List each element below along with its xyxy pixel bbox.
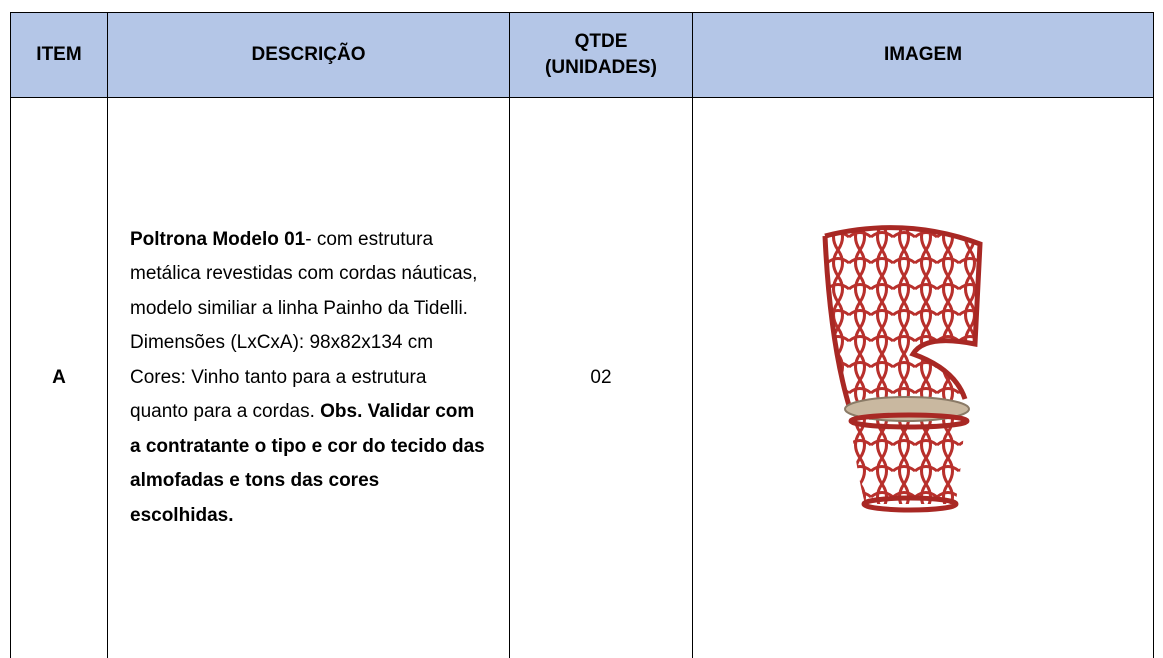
header-cell: DESCRIÇÃO [107,12,510,98]
desc-note: Obs. Validar com a contratante o tipo e … [130,401,485,526]
desc-colors: Cores: Vinho tanto para a estrutura quan… [130,366,427,423]
description-cell: Poltrona Modelo 01- com estrutura metáli… [107,97,510,658]
desc-dimensions: Dimensões (LxCxA): 98x82x134 cm [130,332,434,354]
desc-intro: - com estrutura metálica revestidas com … [130,228,478,319]
header-cell: QTDE (UNIDADES) [509,12,693,98]
item-row: A Poltrona Modelo 01- com estrutura metá… [10,97,1154,658]
image-cell [692,97,1154,658]
item-cell: A [10,97,108,658]
header-cell: ITEM [10,12,108,98]
header-row: ITEM DESCRIÇÃO QTDE (UNIDADES) IMAGEM [10,12,1154,98]
chair-image [822,225,983,513]
quantity-cell: 02 [509,97,693,658]
desc-title: Poltrona Modelo 01 [130,228,306,250]
spec-table: ITEM DESCRIÇÃO QTDE (UNIDADES) IMAGEM A … [10,12,1154,658]
header-cell: IMAGEM [692,12,1154,98]
